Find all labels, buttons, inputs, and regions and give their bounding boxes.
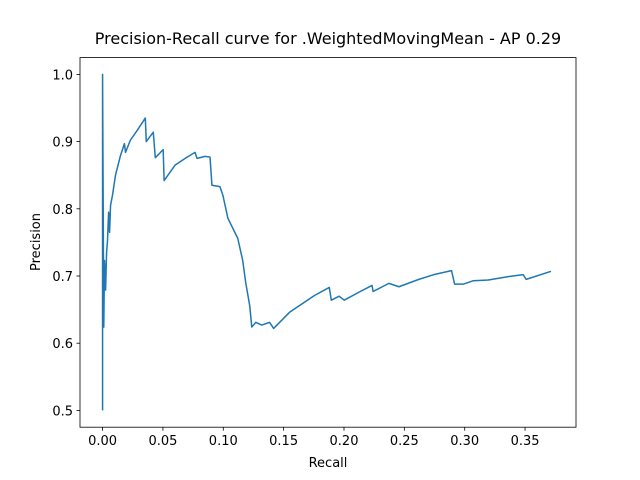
y-tick-label: 0.9 <box>52 136 73 151</box>
x-tick-label: 0.10 <box>209 434 238 449</box>
x-tick-label: 0.00 <box>88 434 117 449</box>
y-tick-label: 0.8 <box>52 203 73 218</box>
y-tick-label: 1.0 <box>52 68 73 83</box>
x-tick-label: 0.35 <box>511 434 540 449</box>
x-tick-label: 0.20 <box>330 434 359 449</box>
plot-frame <box>79 57 577 428</box>
y-tick-label: 0.5 <box>52 404 73 419</box>
x-tick-label: 0.25 <box>390 434 419 449</box>
x-tick-label: 0.15 <box>269 434 298 449</box>
pr-curve <box>101 73 552 411</box>
y-axis-label: Precision <box>29 213 44 271</box>
y-tick-label: 0.6 <box>52 337 73 352</box>
x-tick-label: 0.05 <box>148 434 177 449</box>
x-tick-label: 0.30 <box>450 434 479 449</box>
x-axis-label: Recall <box>309 456 348 471</box>
chart-title: Precision-Recall curve for .WeightedMovi… <box>95 29 561 48</box>
y-tick-label: 0.7 <box>52 270 73 285</box>
